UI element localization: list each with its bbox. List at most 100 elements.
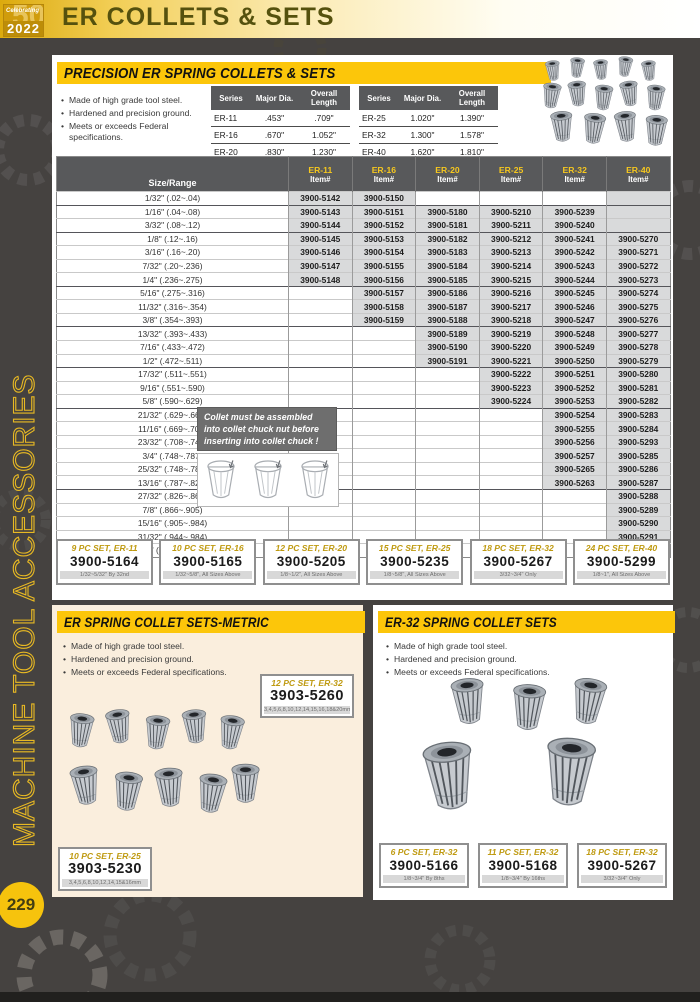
item-cell (351, 367, 416, 382)
item-cell (415, 461, 480, 476)
item-cell (288, 312, 353, 327)
item-cell (478, 407, 543, 422)
main-item-table: Size/Range ER-11 Item# ER-16 Item# ER-20 Item#… (56, 156, 671, 558)
item-cell (288, 340, 353, 355)
item-cell: 3900-5186 (415, 285, 480, 300)
item-cell: 3900-5142 (288, 191, 353, 206)
table-row: 17/32" (.511~.551) 3900-5222 3900-5251 3900… (56, 367, 671, 382)
item-cell (415, 407, 480, 422)
item-cell: 3900-5152 (351, 218, 416, 233)
item-cell: 3900-5288 (605, 489, 671, 504)
item-cell: 3900-5276 (605, 312, 671, 327)
table-row: 7/8" (.866~.905) 3900-5289 (56, 502, 671, 517)
spec-cell: .709" (298, 110, 350, 127)
item-cell (542, 489, 607, 504)
collet-image (566, 675, 611, 734)
set-box: 10 PC SET, ER-16 3900-5165 1/32~5/8", All … (159, 539, 257, 585)
set-box-item-number: 3900-5235 (380, 554, 450, 569)
item-cell: 3900-5271 (605, 245, 671, 260)
collet-image (416, 737, 483, 822)
item-cell (288, 394, 353, 409)
metric-set-box-10pc: 10 PC SET, ER-25 3903-5230 3,4,5,6,8,10,12… (58, 847, 152, 892)
item-cell (351, 489, 416, 504)
collet-icon (570, 57, 585, 78)
bullet-item: Made of high grade tool steel. (60, 95, 210, 106)
collet-image (617, 79, 642, 114)
set-box-note: 1/8~3/4" By 16ths (482, 875, 564, 883)
set-box-item-number: 3900-5164 (69, 554, 140, 569)
spec-cell: ER-16 (211, 126, 251, 144)
table-row: 7/32" (.20~.236) 3900-5147 3900-5155 3900-5… (56, 258, 671, 273)
metric-section-header: ER SPRING COLLET SETS-METRIC (57, 611, 365, 633)
table-row: 25/32" (.748~.787) 3900-5265 3900-5286 (56, 461, 671, 476)
spec-cell: ER-32 (359, 126, 399, 144)
item-cell: 3900-5155 (351, 258, 416, 273)
item-cell (478, 191, 543, 206)
series-header: ER-25 Item# (478, 156, 543, 192)
metric-set-box-12pc: 12 PC SET, ER-32 3903-5260 3,4,5,6,8,10,12… (260, 674, 354, 719)
collet-image (178, 707, 212, 752)
spec-row: ER-25 1.020" 1.390" (359, 110, 498, 127)
set-box-title: 18 PC SET, ER-32 (482, 543, 554, 553)
item-cell (288, 380, 353, 395)
set-box-title: 18 PC SET, ER-32 (586, 847, 658, 857)
bullet-item: Made of high grade tool steel. (62, 641, 352, 652)
assembly-step-icon (254, 460, 282, 499)
item-cell: 3900-5153 (351, 231, 416, 246)
size-cell: 1/4" (.236~.275) (56, 272, 289, 287)
spec-col-header: Overall Length (298, 86, 350, 110)
item-cell: 3900-5278 (605, 340, 671, 355)
size-cell: 17/32" (.511~.551) (56, 367, 289, 382)
set-box-item-number: 3900-5267 (483, 554, 553, 569)
collet-image (102, 707, 136, 752)
badge-celebrating-label: Celebrating (6, 8, 40, 14)
collet-icon (550, 111, 573, 142)
size-cell: 3/32" (.08~.12) (56, 218, 289, 233)
metric-sets-card: ER SPRING COLLET SETS-METRIC Made of hig… (52, 605, 365, 897)
collet-icon (69, 765, 98, 805)
collet-icon (641, 60, 656, 81)
set-box-item-number: 3900-5299 (586, 554, 656, 569)
size-cell: 3/16" (.16~.20) (56, 245, 289, 260)
set-box-title: 12 PC SET, ER-32 (271, 678, 343, 688)
assembly-step-icon (300, 460, 329, 499)
er32-set-boxes: 6 PC SET, ER-32 3900-5166 1/8~3/4" By 8ths… (379, 843, 667, 888)
size-cell: 15/16" (.905~.984) (56, 516, 289, 531)
item-cell (288, 516, 353, 531)
collet-icon (547, 737, 597, 806)
collet-icon (567, 80, 586, 107)
collet-icon (513, 684, 547, 730)
item-cell (478, 421, 543, 436)
item-cell (415, 475, 480, 490)
item-cell (351, 516, 416, 531)
set-box-note: 3/32~3/4" Only (581, 875, 663, 883)
item-cell: 3900-5274 (605, 285, 671, 300)
item-cell (542, 502, 607, 517)
item-cell (351, 380, 416, 395)
item-cell (478, 461, 543, 476)
collet-icon (574, 678, 608, 724)
item-cell (415, 448, 480, 463)
bullet-item: Meets or exceeds Federal specifications. (62, 667, 352, 678)
table-row: 23/32" (.708~.748) 3900-5256 3900-5293 (56, 434, 671, 449)
set-box: 10 PC SET, ER-25 3903-5230 3,4,5,6,8,10,12… (58, 847, 152, 891)
item-cell: 3900-5154 (351, 245, 416, 260)
set-box: 18 PC SET, ER-32 3900-5267 3/32~3/4" Only (469, 539, 567, 585)
item-cell: 3900-5150 (351, 191, 416, 206)
assembly-callout: Collet must be assembled into collet chu… (197, 407, 337, 451)
series-header: ER-32 Item# (542, 156, 607, 192)
size-cell: 9/16" (.551~.590) (56, 380, 289, 395)
table-row: 1/2" (.472~.511) 3900-5191 3900-5221 3900-5… (56, 353, 671, 368)
item-cell: 3900-5210 (478, 204, 543, 219)
table-row: 5/8" (.590~.629) 3900-5224 3900-5253 3900-5… (56, 394, 671, 409)
item-cell: 3900-5246 (542, 299, 607, 314)
series-header: ER-20 Item# (415, 156, 480, 192)
metric-section-title: ER SPRING COLLET SETS-METRIC (64, 614, 269, 630)
item-cell: 3900-5216 (478, 285, 543, 300)
table-row: 3/8" (.354~.393) 3900-5159 3900-5188 3900-5… (56, 312, 671, 327)
precision-bullet-list: Made of high grade tool steel. Hardened a… (60, 95, 210, 145)
set-box-item-number: 3903-5230 (68, 861, 142, 877)
item-cell: 3900-5156 (351, 272, 416, 287)
spec-row: ER-32 1.300" 1.578" (359, 126, 498, 144)
series-header: ER-11 Item# (288, 156, 353, 192)
